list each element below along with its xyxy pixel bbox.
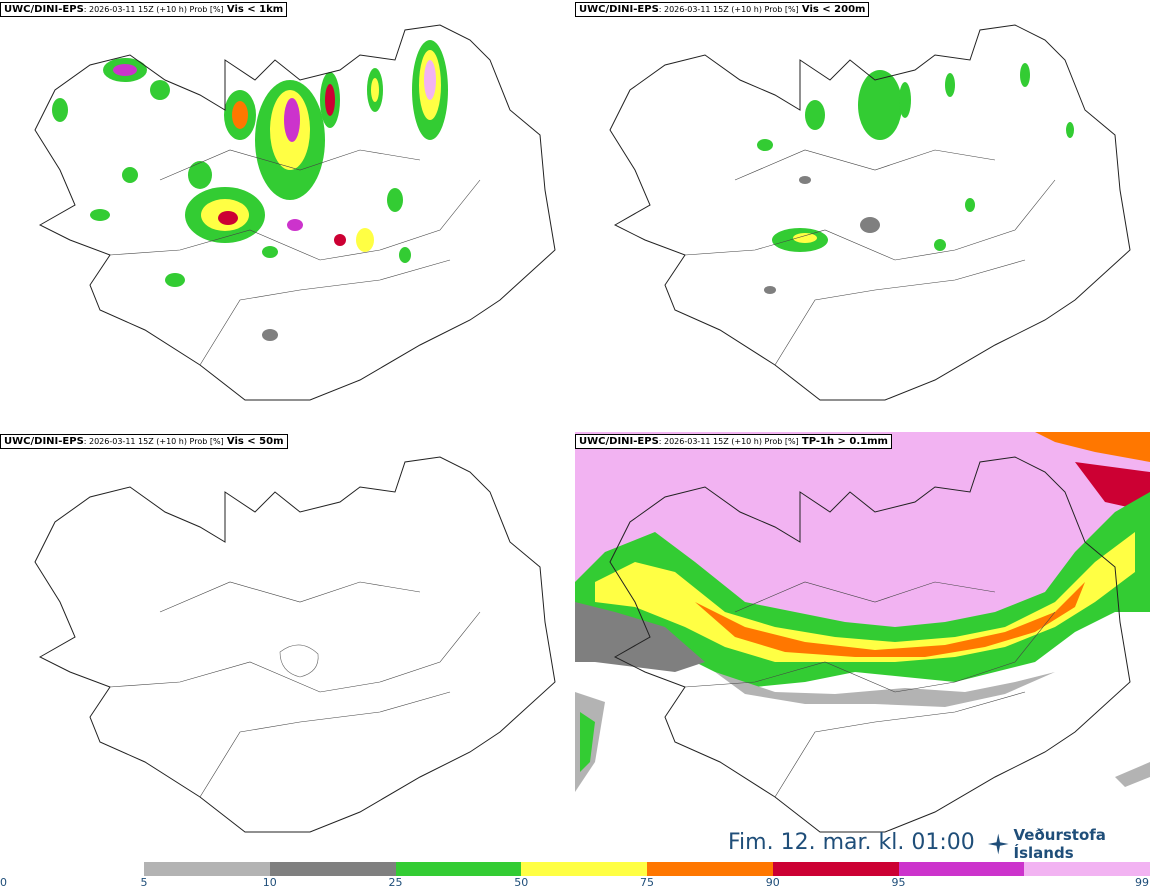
logo-text: Veðurstofa Íslands bbox=[1013, 826, 1106, 862]
colorbar-tick-label: 10 bbox=[262, 876, 277, 889]
iceland-map bbox=[575, 432, 1150, 833]
colorbar-bin bbox=[395, 862, 522, 876]
coastline bbox=[609, 456, 1131, 833]
colorbar-tick-label: 99 bbox=[1135, 876, 1149, 889]
colorbar-bin bbox=[772, 862, 899, 876]
colorbar-tick-label: 90 bbox=[765, 876, 780, 889]
colorbar-tick-label: 50 bbox=[514, 876, 529, 889]
iceland-map bbox=[609, 24, 1131, 401]
coastline bbox=[34, 456, 556, 833]
colorbar-bin bbox=[521, 862, 647, 876]
colorbar-tick-label: 5 bbox=[140, 876, 148, 889]
logo-star-icon bbox=[987, 833, 1009, 855]
probability-fields bbox=[575, 432, 1150, 792]
colorbar-bin bbox=[1024, 862, 1150, 876]
valid-time-label: Fim. 12. mar. kl. 01:00 bbox=[728, 830, 975, 855]
colorbar-bin bbox=[144, 862, 270, 876]
panel-title: UWC/DINI-EPS: 2026-03-11 15Z (+10 h) Pro… bbox=[0, 434, 288, 449]
coastline bbox=[34, 24, 556, 401]
internal-boundaries bbox=[684, 149, 1056, 366]
probability-colorbar bbox=[144, 862, 1150, 876]
iceland-map bbox=[34, 24, 556, 401]
colorbar-tick-label: 25 bbox=[388, 876, 403, 889]
colorbar-bin bbox=[647, 862, 773, 876]
internal-boundaries bbox=[109, 149, 481, 366]
internal-boundaries bbox=[684, 581, 1056, 798]
colorbar-bin bbox=[898, 862, 1025, 876]
colorbar-tick-label: 75 bbox=[640, 876, 654, 889]
internal-boundaries bbox=[109, 581, 481, 798]
probability-fields bbox=[52, 40, 448, 341]
map-panel-vis-200m: UWC/DINI-EPS: 2026-03-11 15Z (+10 h) Pro… bbox=[575, 0, 1150, 430]
colorbar-bin bbox=[269, 862, 396, 876]
iceland-map bbox=[34, 456, 556, 833]
colorbar-ticks: 0 5 10 25 50 75 90 95 99 bbox=[0, 876, 1150, 891]
coastline bbox=[609, 24, 1131, 401]
glacier-outline bbox=[279, 644, 319, 678]
map-panel-vis-50m: UWC/DINI-EPS: 2026-03-11 15Z (+10 h) Pro… bbox=[0, 432, 575, 862]
panel-title: UWC/DINI-EPS: 2026-03-11 15Z (+10 h) Pro… bbox=[0, 2, 288, 17]
map-panel-vis-1km: UWC/DINI-EPS: 2026-03-11 15Z (+10 h) Pro… bbox=[0, 0, 575, 430]
panel-title: UWC/DINI-EPS: 2026-03-11 15Z (+10 h) Pro… bbox=[575, 434, 892, 449]
colorbar-tick-label: 95 bbox=[891, 876, 906, 889]
map-panel-tp-1h: UWC/DINI-EPS: 2026-03-11 15Z (+10 h) Pro… bbox=[575, 432, 1150, 862]
probability-fields bbox=[757, 63, 1074, 294]
vedurstofa-logo: Veðurstofa Íslands bbox=[987, 826, 1150, 862]
panel-title: UWC/DINI-EPS: 2026-03-11 15Z (+10 h) Pro… bbox=[575, 2, 870, 17]
colorbar-tick-label: 0 bbox=[0, 876, 7, 889]
